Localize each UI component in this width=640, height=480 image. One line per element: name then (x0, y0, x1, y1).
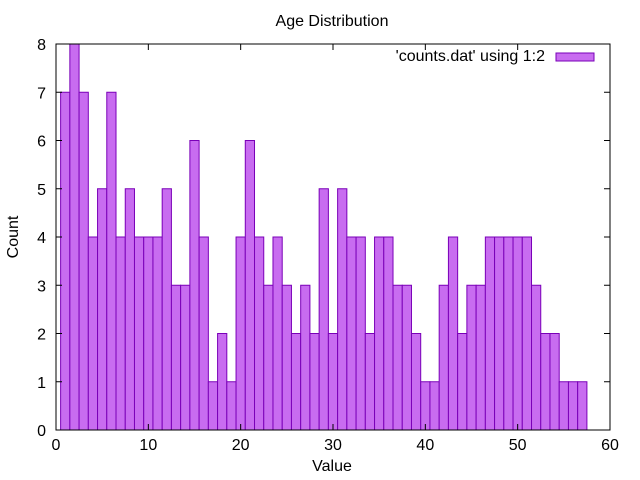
bar-39 (410, 333, 422, 431)
y-tick-label-1: 1 (37, 375, 46, 392)
bar-52 (531, 284, 542, 431)
y-tick-label-2: 2 (37, 327, 46, 344)
x-tick-label-30: 30 (324, 437, 342, 454)
ticks-group: 0 10 20 30 40 50 60 0 1 2 3 4 5 6 7 8 (37, 37, 619, 454)
x-axis-label: Value (312, 458, 352, 475)
x-tick-label-40: 40 (416, 437, 434, 454)
bar-36 (383, 236, 394, 431)
bar-55 (558, 381, 569, 431)
plot-frame (55, 43, 611, 431)
bar-26 (290, 333, 302, 431)
bar-12 (161, 188, 172, 431)
bar-10 (143, 236, 154, 431)
chart-title: Age Distribution (276, 13, 389, 30)
bar-14 (180, 284, 191, 431)
bar-18 (217, 333, 228, 431)
bar-3 (78, 91, 89, 431)
bar-28 (309, 333, 320, 431)
bar-40 (420, 381, 431, 431)
bars-group (60, 43, 588, 431)
bar-19 (226, 381, 237, 431)
y-tick-label-5: 5 (37, 182, 46, 199)
bar-9 (133, 236, 145, 431)
x-tick-label-0: 0 (52, 437, 61, 454)
y-tick-label-3: 3 (37, 278, 46, 295)
bar-29 (318, 188, 329, 431)
bar-45 (466, 284, 477, 431)
legend-swatch (555, 52, 595, 62)
bar-8 (124, 188, 135, 431)
bar-50 (512, 236, 523, 431)
bar-57 (577, 381, 588, 431)
bar-44 (457, 333, 468, 431)
bar-38 (401, 284, 412, 431)
bar-25 (281, 284, 292, 431)
bar-41 (429, 381, 440, 431)
bar-27 (300, 284, 311, 431)
bar-54 (549, 333, 560, 431)
bar-53 (540, 333, 551, 431)
bar-49 (503, 236, 514, 431)
bar-51 (521, 236, 533, 431)
bar-37 (392, 284, 403, 431)
bar-22 (254, 236, 265, 431)
bar-35 (374, 236, 385, 431)
y-axis-label: Count (5, 215, 22, 258)
bar-46 (475, 284, 486, 431)
bar-20 (235, 236, 246, 431)
bar-47 (484, 236, 496, 431)
bar-34 (364, 333, 376, 431)
x-tick-label-20: 20 (232, 437, 250, 454)
bar-17 (207, 381, 219, 431)
bar-21 (244, 140, 256, 431)
bar-30 (327, 333, 339, 431)
bar-56 (567, 381, 579, 431)
y-tick-label-7: 7 (37, 85, 46, 102)
bar-32 (346, 236, 357, 431)
bar-23 (263, 284, 274, 431)
bar-24 (272, 236, 283, 431)
bar-7 (115, 236, 126, 431)
bar-2 (69, 43, 80, 431)
y-tick-label-8: 8 (37, 37, 46, 54)
bar-15 (189, 140, 200, 431)
bar-16 (198, 236, 209, 431)
x-tick-label-10: 10 (139, 437, 157, 454)
legend-label: 'counts.dat' using 1:2 (396, 48, 545, 65)
bar-42 (438, 284, 449, 431)
y-tick-label-4: 4 (37, 230, 46, 247)
bar-31 (337, 188, 348, 431)
legend: 'counts.dat' using 1:2 (396, 48, 595, 65)
bar-43 (447, 236, 459, 431)
bar-11 (152, 236, 163, 431)
bar-13 (170, 284, 182, 431)
bar-1 (60, 91, 71, 431)
bar-48 (494, 236, 505, 431)
x-tick-label-60: 60 (601, 437, 619, 454)
bar-4 (87, 236, 99, 431)
bar-6 (106, 91, 117, 431)
y-tick-label-6: 6 (37, 134, 46, 151)
y-tick-label-0: 0 (37, 423, 46, 440)
bar-33 (355, 236, 366, 431)
x-tick-label-50: 50 (509, 437, 527, 454)
bar-5 (97, 188, 108, 431)
